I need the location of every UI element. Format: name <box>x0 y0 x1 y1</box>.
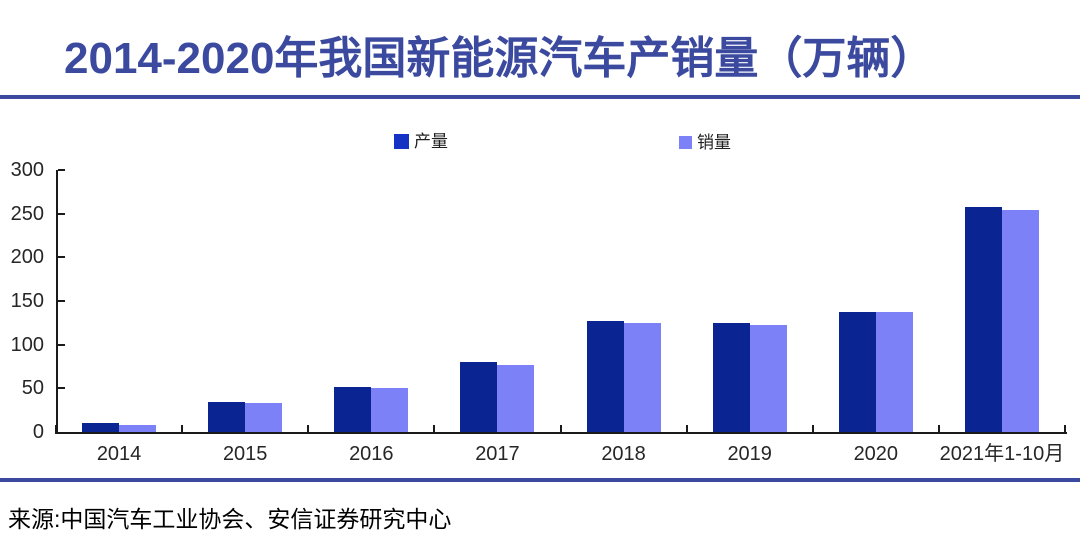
x-axis-tick <box>181 425 184 434</box>
bar-production-2021年1-10月 <box>964 206 1002 432</box>
bar-sales-2020 <box>875 312 913 432</box>
bar-production-2014 <box>82 423 120 432</box>
legend-label-production: 产量 <box>414 132 448 151</box>
production-swatch-icon <box>394 134 409 149</box>
x-axis-tick <box>55 425 57 434</box>
source-note: 来源:中国汽车工业协会、安信证券研究中心 <box>8 506 452 532</box>
x-axis-tick <box>811 425 814 434</box>
y-axis-tick-label: 50 <box>21 377 44 400</box>
y-axis-tick <box>58 343 65 346</box>
x-axis-line <box>56 432 1067 434</box>
y-axis-tick <box>58 300 65 302</box>
x-axis-tick <box>1064 425 1066 434</box>
x-axis-label: 2020 <box>853 443 899 465</box>
x-axis-label: 2018 <box>601 443 646 465</box>
y-axis-tick-label: 150 <box>10 290 44 312</box>
bar-production-2016 <box>334 386 372 432</box>
x-axis-tick <box>685 425 688 434</box>
x-axis-tick <box>559 425 562 434</box>
bar-production-2018 <box>586 321 624 432</box>
y-axis-tick-label: 200 <box>10 246 44 269</box>
chart-title: 2014-2020年我国新能源汽车产销量（万辆） <box>64 34 935 83</box>
bar-production-2020 <box>838 312 876 432</box>
bar-production-2019 <box>712 322 750 432</box>
bar-sales-2014 <box>119 425 157 432</box>
legend-item-sales: 销量 <box>679 134 731 151</box>
x-axis-label: 2016 <box>349 443 394 465</box>
y-axis-tick <box>58 387 65 390</box>
legend-item-production: 产量 <box>394 133 448 150</box>
y-axis-tick <box>58 169 65 171</box>
title-divider <box>0 95 1080 99</box>
y-axis-tick <box>58 212 65 215</box>
bar-sales-2016 <box>371 388 409 432</box>
x-axis-label: 2019 <box>727 443 772 465</box>
y-axis-tick <box>58 256 65 259</box>
legend-label-sales: 销量 <box>697 133 731 152</box>
bar-sales-2019 <box>749 325 787 432</box>
y-axis-tick-label: 100 <box>10 333 44 356</box>
bottom-divider <box>0 478 1080 482</box>
x-axis-label: 2017 <box>475 443 520 465</box>
x-axis-label: 2014 <box>96 443 142 465</box>
y-axis-tick-label: 300 <box>10 159 44 181</box>
x-axis-tick <box>433 425 436 434</box>
sales-swatch-icon <box>679 136 692 149</box>
bar-sales-2015 <box>245 403 283 432</box>
x-axis-tick <box>937 425 940 434</box>
x-axis-tick <box>307 425 310 434</box>
bar-production-2017 <box>460 362 498 432</box>
bar-production-2015 <box>208 402 246 432</box>
bar-sales-2021年1-10月 <box>1001 210 1039 432</box>
bar-sales-2018 <box>623 322 661 432</box>
y-axis-tick-label: 250 <box>10 202 44 225</box>
y-axis-line <box>56 170 58 434</box>
x-axis-label: 2015 <box>222 443 268 465</box>
bar-sales-2017 <box>497 364 535 432</box>
x-axis-label: 2021年1-10月 <box>939 443 1065 465</box>
y-axis-tick-label: 0 <box>32 421 44 443</box>
